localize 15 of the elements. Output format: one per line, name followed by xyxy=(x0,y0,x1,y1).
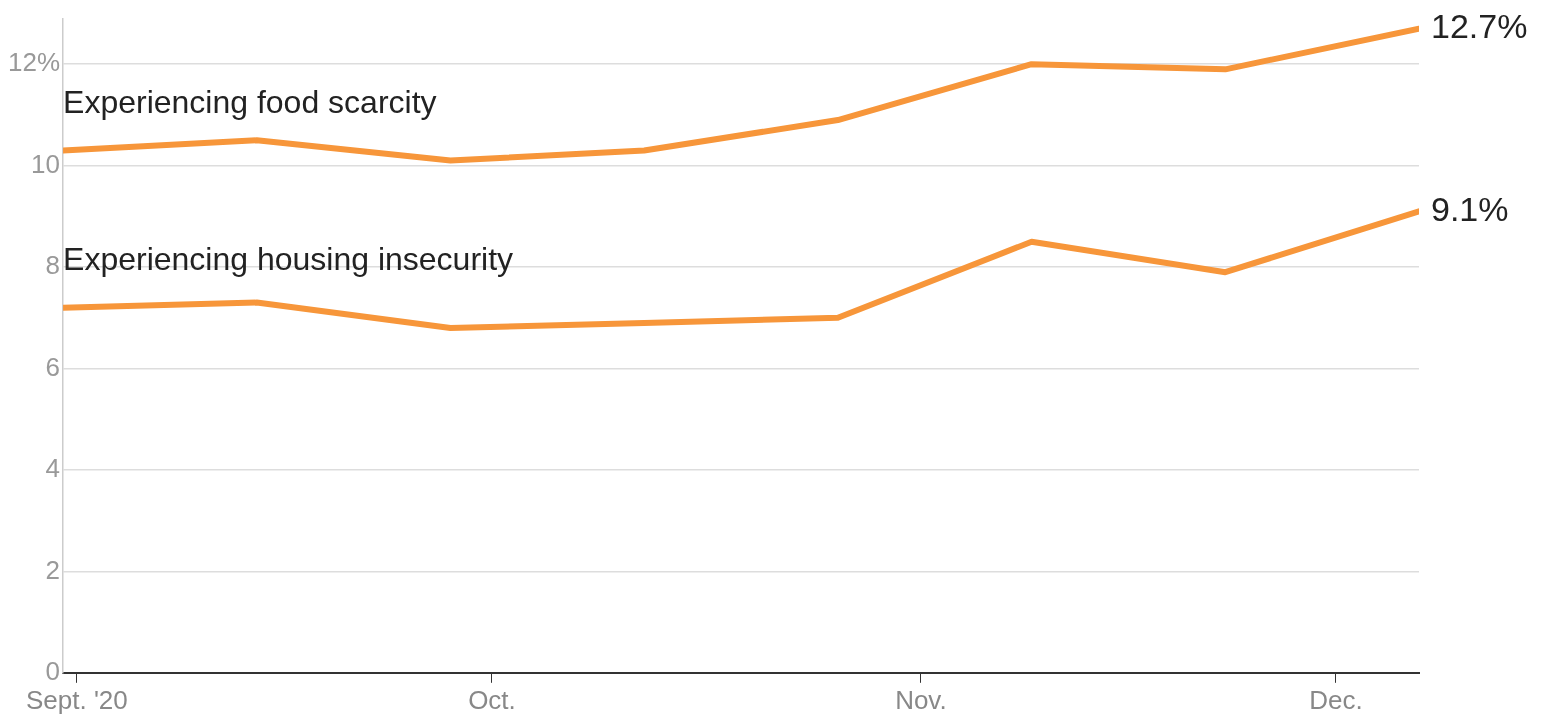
y-tick-label: 8 xyxy=(45,250,61,281)
y-tick-label: 4 xyxy=(45,453,61,484)
data-label: 9.1% xyxy=(1431,189,1509,228)
x-tick-label: Dec. xyxy=(1309,684,1363,715)
x-tick-label: Oct. xyxy=(468,684,516,715)
y-tick-label: 0 xyxy=(45,655,61,686)
y-tick-label: 2 xyxy=(45,554,61,585)
y-tick-label: 6 xyxy=(45,351,61,382)
x-tick-label: Nov. xyxy=(895,684,947,715)
series-label: Experiencing housing insecurity xyxy=(63,241,514,278)
y-tick-label: 12% xyxy=(7,47,61,78)
y-tick-label: 10 xyxy=(31,148,61,179)
series-label: Experiencing food scarcity xyxy=(63,84,437,121)
data-label: 12.7% xyxy=(1431,7,1528,46)
x-tick-label: Sept. '20 xyxy=(25,684,128,715)
